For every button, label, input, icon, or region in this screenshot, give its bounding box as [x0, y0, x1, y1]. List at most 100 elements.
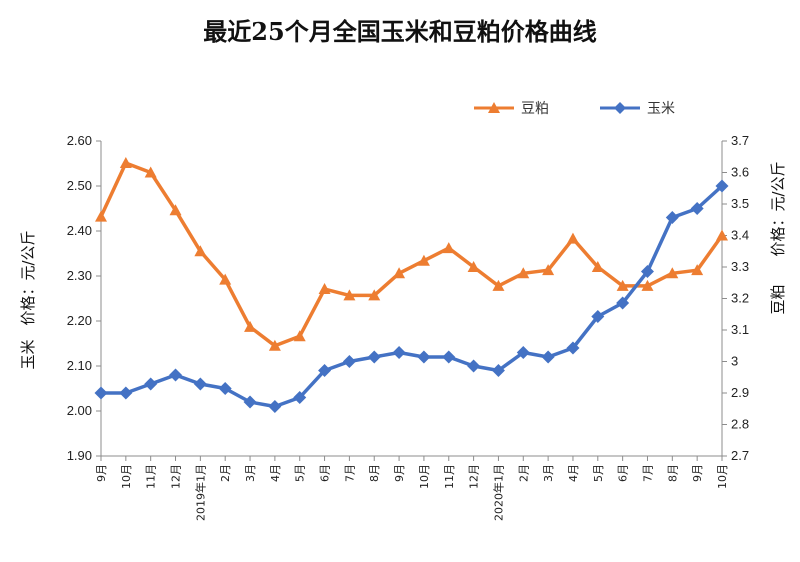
- data-point-soymeal: [219, 273, 232, 285]
- x-tick-label: 2月: [517, 464, 530, 482]
- data-point-soymeal: [616, 279, 629, 291]
- legend-label-soymeal: 豆粕: [521, 101, 549, 117]
- data-point-soymeal: [144, 166, 157, 178]
- x-tick-label: 8月: [666, 464, 679, 482]
- legend-marker-soymeal: [488, 102, 500, 113]
- chart-title: 最近25个月全国玉米和豆粕价格曲线: [203, 17, 596, 46]
- data-point-corn: [367, 350, 381, 364]
- axes: 1.90 2.00 2.10 2.20 2.30 2.40 2.50 2.60 2.7 2.8 2.…: [67, 133, 749, 521]
- data-point-soymeal: [641, 279, 654, 291]
- x-tick-label: 10月: [418, 464, 431, 489]
- right-tick-label: 3.4: [731, 228, 749, 243]
- x-tick-label: 12月: [170, 464, 183, 489]
- x-tick-label: 2020年1月: [491, 464, 505, 521]
- left-axis-title-primary: 玉米: [19, 340, 37, 370]
- data-point-corn: [144, 377, 158, 391]
- data-point-soymeal: [169, 204, 182, 216]
- data-point-corn: [442, 350, 456, 364]
- data-point-corn: [690, 202, 704, 215]
- data-point-soymeal: [666, 267, 679, 279]
- data-point-soymeal: [691, 264, 704, 276]
- right-tick-label: 3.2: [731, 291, 749, 306]
- data-point-soymeal: [566, 232, 579, 244]
- right-axis-title-primary: 豆粕: [769, 285, 787, 315]
- data-point-corn: [119, 386, 133, 400]
- x-tick-label: 10月: [716, 464, 729, 489]
- right-tick-label: 3.5: [731, 196, 749, 211]
- right-tick-label: 3: [731, 354, 738, 369]
- series-layer: [94, 157, 729, 413]
- x-tick-label: 7月: [641, 464, 654, 482]
- left-tick-label: 2.10: [67, 358, 92, 373]
- data-point-soymeal: [417, 254, 430, 266]
- x-tick-label: 11月: [443, 464, 456, 489]
- right-tick-label: 2.8: [731, 417, 749, 432]
- right-axis-title: 豆粕 价格：元/公斤: [769, 161, 787, 314]
- data-point-corn: [640, 265, 654, 278]
- x-tick-label: 5月: [592, 464, 605, 482]
- data-point-soymeal: [268, 339, 281, 351]
- data-point-corn: [665, 211, 679, 224]
- x-tick-label: 2月: [219, 464, 232, 482]
- x-tick-label: 3月: [542, 464, 555, 482]
- data-point-corn: [541, 350, 555, 364]
- data-point-soymeal: [393, 267, 406, 279]
- x-tick-label: 12月: [468, 464, 481, 489]
- data-point-soymeal: [293, 330, 306, 342]
- right-tick-label: 3.1: [731, 322, 749, 337]
- right-tick-label: 3.6: [731, 165, 749, 180]
- series-line-corn: [101, 184, 724, 409]
- data-point-soymeal: [368, 289, 381, 301]
- x-tick-label: 4月: [269, 464, 282, 482]
- left-tick-label: 2.20: [67, 313, 92, 328]
- left-axis-title: 玉米 价格：元/公斤: [19, 230, 37, 369]
- data-point-corn: [268, 400, 282, 413]
- data-point-corn: [516, 346, 530, 359]
- x-tick-label: 3月: [244, 464, 257, 482]
- right-tick-label: 2.7: [731, 448, 749, 463]
- data-point-corn: [591, 310, 605, 323]
- x-tick-label: 4月: [567, 464, 580, 482]
- data-point-soymeal: [591, 261, 604, 272]
- legend-label-corn: 玉米: [647, 101, 675, 117]
- data-point-soymeal: [119, 157, 132, 169]
- left-tick-label: 2.00: [67, 403, 92, 418]
- x-tick-label: 9月: [393, 464, 406, 482]
- right-tick-label: 3.7: [731, 133, 749, 148]
- x-tick-label: 10月: [120, 464, 133, 489]
- x-tick-label: 8月: [368, 464, 381, 482]
- data-point-corn: [467, 359, 481, 373]
- data-point-corn: [218, 382, 232, 395]
- right-tick-label: 2.9: [731, 385, 749, 400]
- data-point-corn: [318, 364, 332, 377]
- data-point-soymeal: [194, 245, 207, 257]
- data-point-soymeal: [244, 320, 257, 332]
- data-point-corn: [94, 386, 108, 400]
- data-point-corn: [417, 350, 431, 364]
- data-point-soymeal: [517, 267, 530, 279]
- x-tick-label: 7月: [343, 464, 356, 482]
- data-point-corn: [392, 346, 406, 359]
- x-tick-label: 5月: [294, 464, 307, 482]
- data-point-corn: [491, 364, 505, 377]
- data-point-corn: [566, 341, 580, 355]
- legend-marker-corn: [614, 102, 626, 114]
- x-tick-label: 6月: [617, 464, 630, 482]
- data-point-soymeal: [343, 289, 356, 301]
- series-line-soymeal: [99, 161, 724, 348]
- x-tick-label: 9月: [691, 464, 704, 482]
- data-point-soymeal: [542, 264, 555, 276]
- left-tick-label: 2.40: [67, 223, 92, 238]
- data-point-soymeal: [492, 279, 505, 291]
- legend: 豆粕 玉米: [474, 101, 675, 117]
- data-point-corn: [243, 395, 257, 409]
- left-tick-label: 2.60: [67, 133, 92, 148]
- data-point-corn: [342, 355, 356, 368]
- right-tick-label: 3.3: [731, 259, 749, 274]
- left-tick-label: 1.90: [67, 448, 92, 463]
- data-point-soymeal: [318, 283, 331, 295]
- data-point-corn: [169, 368, 183, 382]
- data-point-soymeal: [467, 261, 480, 272]
- x-tick-label: 2019年1月: [193, 464, 207, 521]
